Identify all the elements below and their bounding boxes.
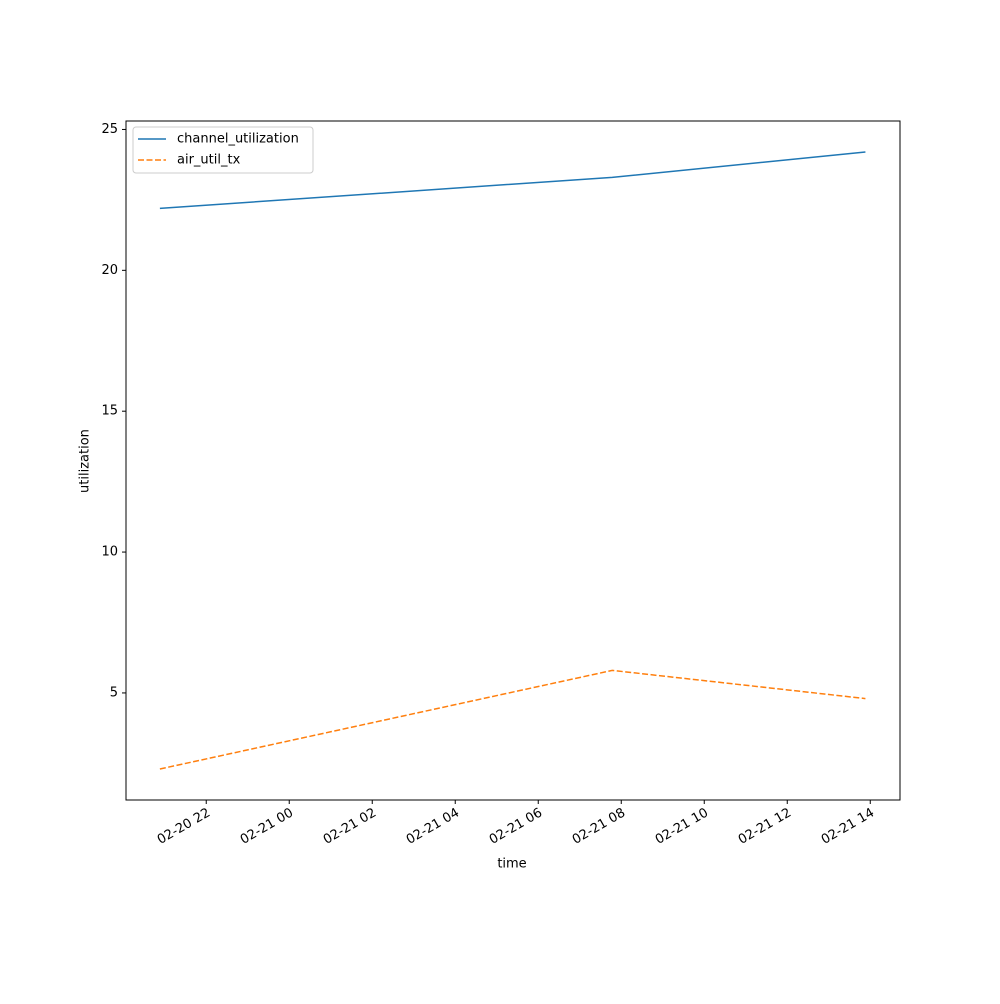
x-tick-label: 02-21 02 [321,806,379,848]
y-tick-label: 20 [101,263,118,278]
x-tick-label: 02-21 08 [570,806,628,848]
data-line [159,669,866,770]
x-tick-label: 02-20 22 [155,806,213,848]
y-tick-label: 5 [110,685,118,700]
y-axis-label: utilization [78,429,93,493]
y-tick-label: 15 [101,404,118,419]
plot-frame [125,120,901,801]
x-tick-label: 02-21 14 [819,806,877,848]
x-tick-label: 02-21 10 [653,806,711,848]
legend-label: air_util_tx [177,153,241,168]
x-tick-label: 02-21 00 [238,806,296,848]
legend-box [132,126,314,174]
x-tick-label: 02-21 04 [404,806,462,848]
x-tick-label: 02-21 12 [736,806,794,848]
x-tick-label: 02-21 06 [487,806,545,848]
y-tick-label: 10 [101,545,118,560]
legend-label: channel_utilization [177,132,299,147]
data-line [159,151,866,210]
x-axis-label: time [497,857,526,872]
y-tick-label: 25 [101,122,118,137]
